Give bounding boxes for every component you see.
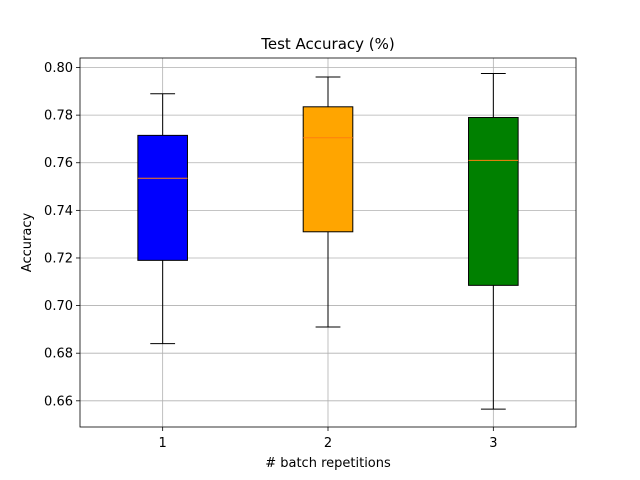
chart-title: Test Accuracy (%) <box>260 35 395 53</box>
y-tick-label: 0.78 <box>44 109 73 124</box>
box-1 <box>137 93 188 345</box>
y-tick-label: 0.72 <box>44 251 73 266</box>
box-iqr <box>468 117 519 286</box>
y-tick-label: 0.80 <box>44 61 73 76</box>
y-axis-label: Accuracy <box>20 213 35 273</box>
box-iqr <box>302 106 354 233</box>
x-axis-label: # batch repetitions <box>265 456 391 471</box>
box-series <box>137 72 519 410</box>
axis-ticks: 0.66 0.68 0.70 0.72 0.74 0.76 0.78 0.80 1 2 3 <box>44 61 497 451</box>
x-tick-label: 2 <box>324 436 332 451</box>
x-tick-label: 3 <box>489 436 497 451</box>
box-3 <box>468 72 519 410</box>
y-tick-label: 0.70 <box>44 299 73 314</box>
y-tick-label: 0.68 <box>44 347 73 362</box>
y-tick-label: 0.66 <box>44 394 73 409</box>
x-tick-label: 1 <box>159 436 167 451</box>
box-2 <box>302 76 354 328</box>
y-tick-label: 0.76 <box>44 156 73 171</box>
box-iqr <box>137 134 188 261</box>
y-tick-label: 0.74 <box>44 204 73 219</box>
